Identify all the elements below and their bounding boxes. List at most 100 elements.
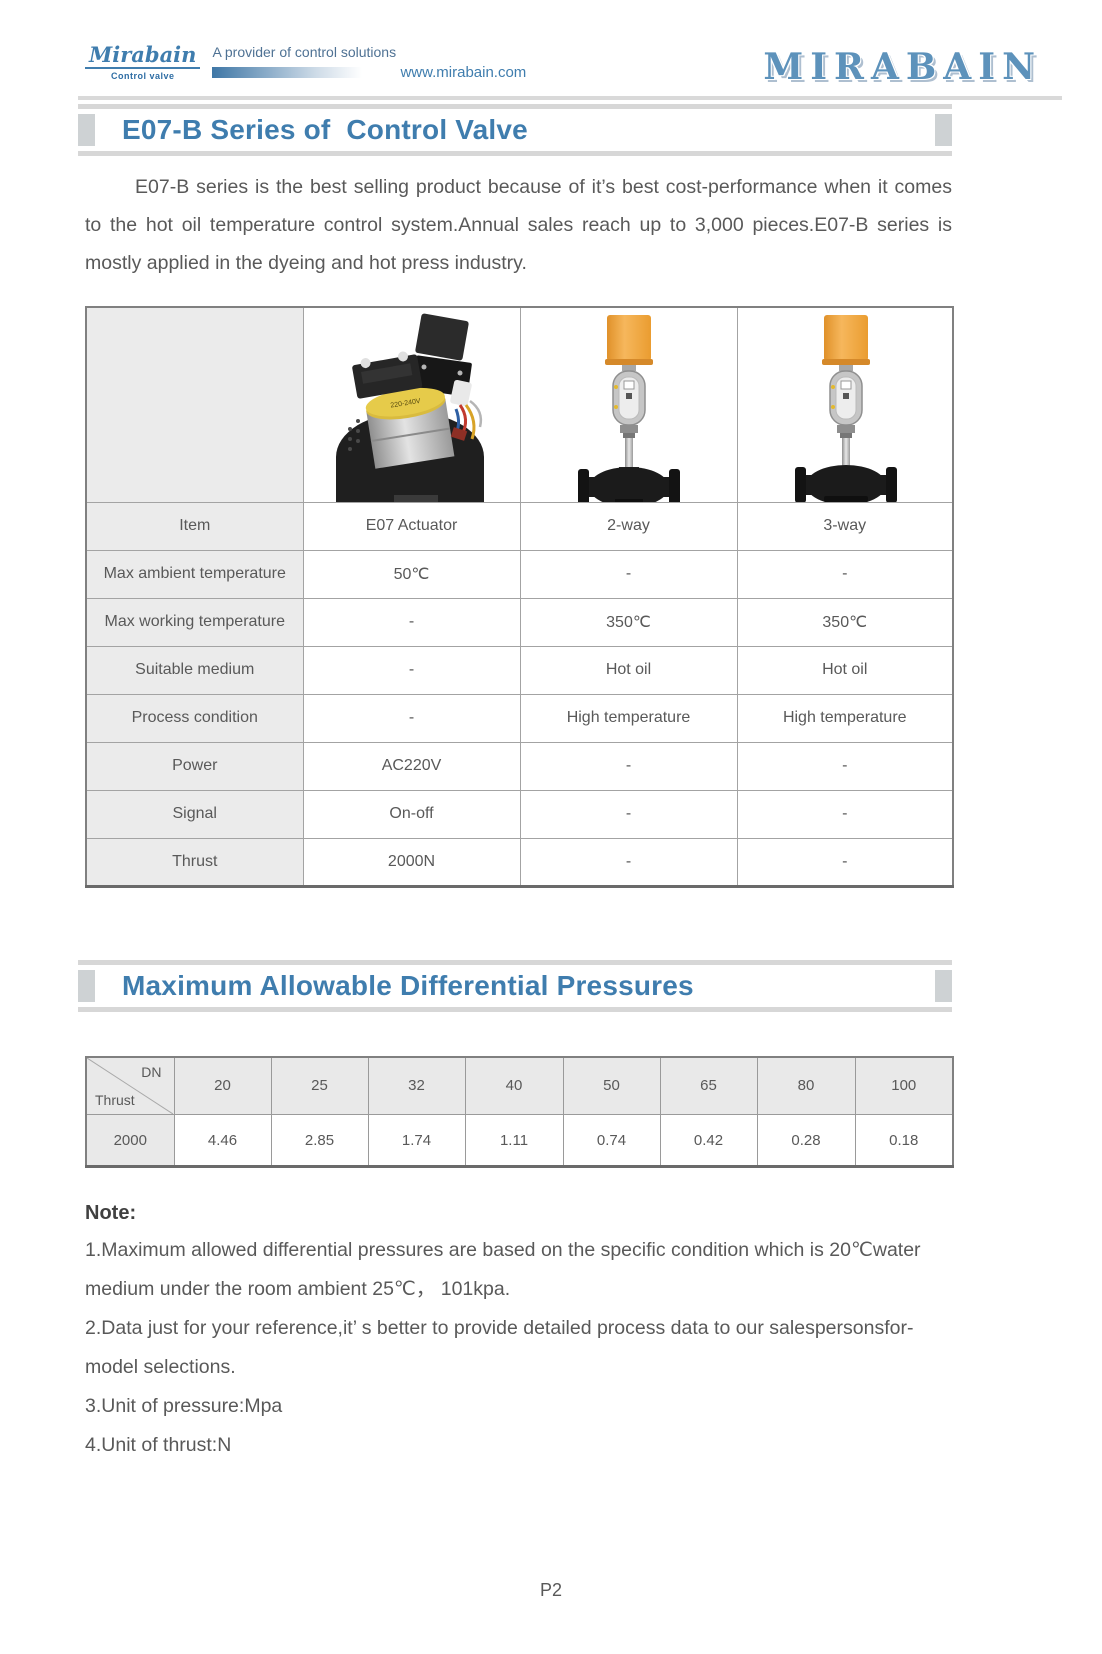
logo-mark: Mirabain Control valve	[85, 44, 201, 81]
corner-cell: DN Thrust	[85, 1056, 175, 1116]
cell: -	[302, 597, 521, 647]
row-label: Max ambient temperature	[85, 549, 304, 599]
header: Mirabain Control valve A provider of con…	[85, 44, 1042, 90]
cell: -	[302, 645, 521, 695]
spec-empty-cell	[85, 306, 304, 503]
cell: -	[736, 549, 954, 599]
dn-header: 50	[562, 1056, 661, 1116]
corner-dn-label: DN	[141, 1063, 162, 1080]
row-label: Signal	[85, 789, 304, 839]
cell: -	[736, 837, 954, 887]
cell: 350℃	[519, 597, 738, 647]
cell: 3-way	[736, 501, 954, 551]
notes-section: Note: 1.Maximum allowed differential pre…	[85, 1202, 965, 1465]
cell: 2-way	[519, 501, 738, 551]
page-number: P2	[539, 1580, 563, 1600]
header-divider	[78, 96, 1062, 100]
tagline-text: A provider of control solutions	[212, 44, 397, 60]
heading-endbar-left	[78, 114, 95, 146]
heading-endbar-left	[78, 969, 95, 1002]
section-title: Maximum Allowable Differential Pressures	[122, 969, 694, 1001]
pressure-value: 2.85	[270, 1114, 369, 1168]
cell: -	[736, 741, 954, 791]
row-label: Max working temperature	[85, 597, 304, 647]
row-label: Power	[85, 741, 304, 791]
heading-endbar-right	[935, 114, 952, 146]
cell: -	[519, 789, 738, 839]
table-row: Process condition - High temperature Hig…	[85, 693, 954, 743]
header-tagline-block: A provider of control solutions www.mira…	[212, 44, 526, 81]
logo-subtitle: Control valve	[110, 71, 175, 81]
diagonal-line	[87, 1057, 173, 1114]
pressure-value: 0.28	[756, 1114, 856, 1168]
cell: -	[302, 693, 521, 743]
table-row: Power AC220V - -	[85, 741, 954, 791]
table-row: Suitable medium - Hot oil Hot oil	[85, 645, 954, 695]
cell: High temperature	[736, 693, 954, 743]
svg-text:220-240V: 220-240V	[390, 397, 421, 409]
dn-header: 80	[756, 1056, 856, 1116]
cell: -	[519, 837, 738, 887]
table-row: Thrust 2000N - -	[85, 837, 954, 887]
cell: Hot oil	[519, 645, 738, 695]
note-item: 4.Unit of thrust:N	[85, 1434, 232, 1457]
2-way-valve-photo	[519, 306, 738, 503]
thrust-value: 2000	[85, 1114, 175, 1168]
row-label: Suitable medium	[85, 645, 304, 695]
note-item: 3.Unit of pressure:Mpa	[85, 1395, 283, 1418]
website-row: www.mirabain.com	[212, 64, 526, 81]
table-row: Item E07 Actuator 2-way 3-way	[85, 501, 954, 551]
table-row: Max working temperature - 350℃ 350℃	[85, 597, 954, 647]
e07-actuator-photo: 220-240V	[302, 306, 521, 503]
notes-title: Note:	[85, 1202, 137, 1225]
cell: -	[519, 741, 738, 791]
spec-table: 220-240V	[85, 306, 954, 888]
note-item: 1.Maximum allowed differential pressures…	[85, 1239, 921, 1301]
heading-rule-top	[78, 104, 952, 109]
pressure-data-row: 2000 4.46 2.85 1.74 1.11 0.74 0.42 0.28 …	[85, 1114, 954, 1168]
table-row: Max ambient temperature 50℃ - -	[85, 549, 954, 599]
heading-rule-bottom	[78, 1006, 952, 1012]
row-label: Process condition	[85, 693, 304, 743]
dn-header: 32	[367, 1056, 466, 1116]
3-way-valve-photo	[736, 306, 954, 503]
dn-header: 20	[173, 1056, 272, 1116]
website-text: www.mirabain.com	[400, 64, 527, 81]
cell: E07 Actuator	[302, 501, 521, 551]
3-way-valve-illustration	[794, 314, 897, 502]
cell: 2000N	[302, 837, 521, 887]
pressure-value: 1.74	[367, 1114, 466, 1168]
section-heading-2: Maximum Allowable Differential Pressures	[78, 959, 952, 1012]
company-logo: Mirabain Control valve A provider of con…	[85, 44, 526, 81]
product-image-row: 220-240V	[85, 306, 954, 503]
pressure-value: 0.18	[854, 1114, 954, 1168]
dn-header: 40	[464, 1056, 564, 1116]
dn-header: 25	[270, 1056, 369, 1116]
logo-script-text: Mirabain	[85, 44, 201, 69]
gradient-bar	[212, 67, 363, 78]
section-heading-1: E07-B Series of Control Valve	[78, 104, 952, 156]
heading-rule-top	[78, 959, 952, 965]
cell: AC220V	[302, 741, 521, 791]
pressure-value: 0.42	[659, 1114, 758, 1168]
2-way-valve-illustration	[577, 314, 680, 502]
cell: Hot oil	[736, 645, 954, 695]
row-label: Thrust	[85, 837, 304, 887]
note-item: 2.Data just for your reference,it’ s bet…	[85, 1317, 914, 1379]
pressure-value: 4.46	[173, 1114, 272, 1168]
cell: On-off	[302, 789, 521, 839]
corner-thrust-label: Thrust	[95, 1092, 135, 1109]
brand-wordmark: MIRABAIN	[763, 46, 1042, 88]
pressure-value: 1.11	[464, 1114, 564, 1168]
row-label: Item	[85, 501, 304, 551]
heading-endbar-right	[935, 969, 952, 1002]
cell: 50℃	[302, 549, 521, 599]
pressure-header-row: DN Thrust 20 25 32 40 50 65 80 100	[85, 1056, 954, 1116]
cell: 350℃	[736, 597, 954, 647]
cell: -	[736, 789, 954, 839]
pressure-table: DN Thrust 20 25 32 40 50 65 80 100 2000 …	[85, 1055, 954, 1169]
table-row: Signal On-off - -	[85, 789, 954, 839]
actuator-illustration: 220-240V	[335, 313, 484, 502]
dn-header: 100	[854, 1056, 954, 1116]
pressure-value: 0.74	[562, 1114, 661, 1168]
